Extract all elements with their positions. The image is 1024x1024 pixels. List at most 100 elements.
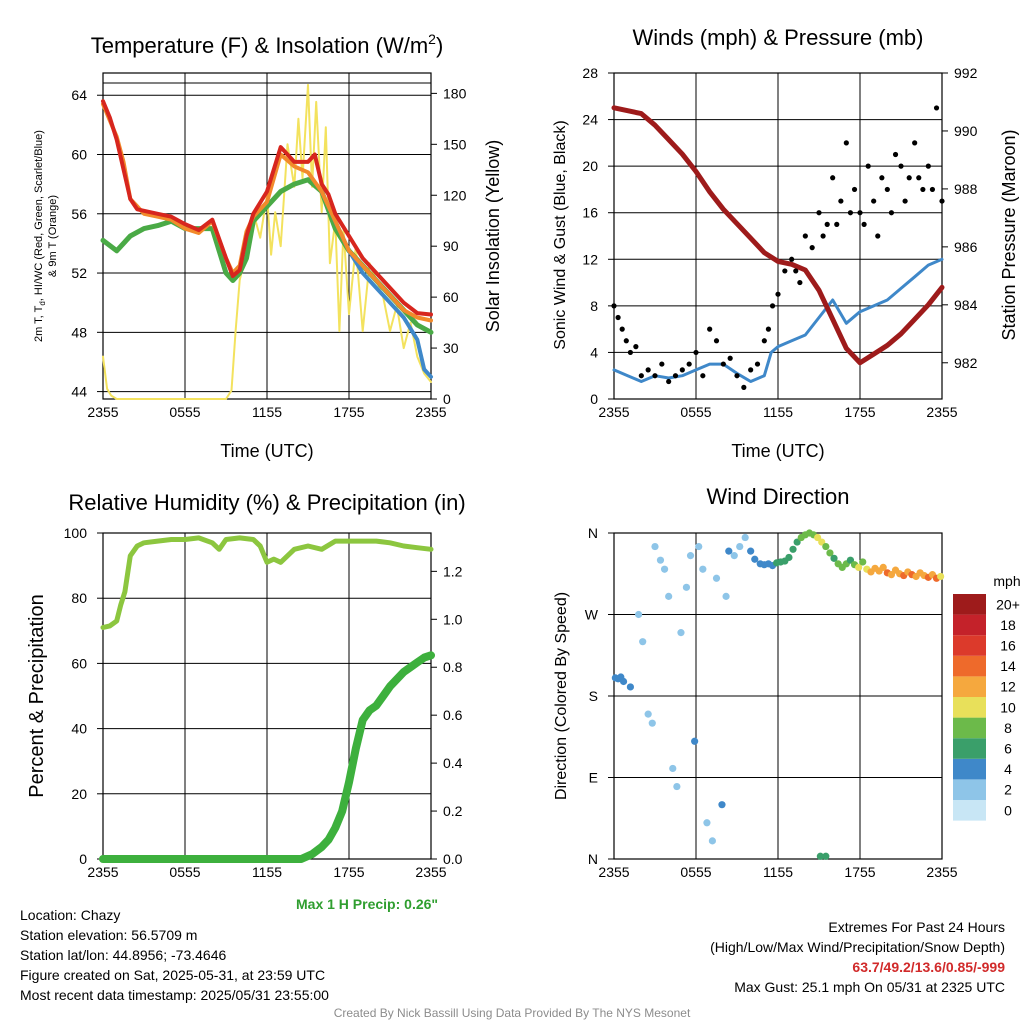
temperature-ylabel-line2: & 9m T (Orange) [47,195,59,277]
gust-point [925,163,931,169]
temp-2m-series-line [101,99,433,317]
y-tick-label: 44 [71,384,87,400]
y2-tick-label: 0.8 [443,659,463,675]
winds-y2label: Station Pressure (Maroon) [999,129,1019,340]
gust-point [824,221,830,227]
colorbar-label: 10 [1000,699,1016,715]
gust-point [645,367,651,373]
x-tick-label: 2355 [87,404,118,420]
direction-point [789,545,797,553]
max-hourly-precip: Max 1 H Precip: 0.26" [296,896,439,912]
gust-point [707,326,713,332]
direction-point [619,677,628,686]
x-tick-label: 1155 [763,404,793,420]
plot-frame [102,72,432,400]
direction-point [741,533,749,542]
direction-point [695,542,703,551]
gust-point [912,140,918,146]
y-tick-label: W [585,607,599,623]
gust-point [619,326,625,332]
gust-point [802,233,808,239]
direction-point [660,565,669,573]
gust-point [875,233,881,239]
gust-point [793,268,799,274]
x-tick-label: 1155 [252,864,282,880]
gust-point [679,367,685,373]
figure-created: Figure created on Sat, 2025-05-31, at 23… [20,967,326,983]
gust-point [775,291,781,297]
temperature-xlabel: Time (UTC) [220,441,313,461]
colorbar-swatch [953,594,986,615]
y-tick-label: 64 [71,87,87,103]
extremes-box: Extremes For Past 24 Hours (High/Low/Max… [710,917,1005,997]
station-latlon: Station lat/lon: 44.8956; -73.4646 [20,947,227,963]
direction-point [703,819,711,827]
x-tick-label: 2355 [415,404,446,420]
gust-point [666,378,672,385]
gust-point [615,314,621,321]
gust-point [700,373,706,379]
direction-point [651,542,659,551]
gust-point [734,373,740,379]
direction-point [826,549,834,557]
direction-ylabel: Direction (Colored By Speed) [553,592,570,800]
gust-point [638,373,644,379]
x-tick-label: 0555 [169,864,200,880]
colorbar-label: 2 [1004,782,1012,798]
x-tick-label: 2355 [598,864,629,880]
direction-panel: Wind Direction Direction (Colored By Spe… [553,484,1021,880]
credit-line: Created By Nick Bassill Using Data Provi… [333,1006,691,1020]
x-tick-label: 1755 [333,864,364,880]
y2-tick-label: 984 [954,297,978,313]
colorbar-swatch [953,800,986,821]
gust-point [659,361,665,367]
direction-point [725,547,733,555]
direction-point [682,583,691,591]
direction-point [879,563,887,572]
gust-point [761,338,767,344]
y-tick-label: 20 [582,158,598,174]
recent-data-timestamp: Most recent data timestamp: 2025/05/31 2… [20,987,329,1003]
direction-point [644,710,652,718]
gust-point [627,349,634,356]
sonic-wind-series-line [612,257,944,383]
colorbar-swatch [953,655,986,677]
gust-point [916,175,922,181]
y-tick-label: S [589,688,598,704]
x-tick-label: 1755 [844,864,875,880]
direction-point [669,764,677,773]
gust-point [820,233,826,239]
gust-point [929,186,936,193]
gust-point [782,268,788,274]
y-tick-label: 8 [590,298,598,314]
y2-tick-label: 986 [954,239,978,255]
x-tick-label: 2355 [415,864,446,880]
temperature-title: Temperature (F) & Insolation (W/m2) [91,31,444,58]
winds-ylabel: Sonic Wind & Gust (Blue, Black) [552,120,569,349]
y2-tick-label: 990 [954,123,978,139]
y2-tick-label: 120 [443,187,467,203]
humidity-panel: Relative Humidity (%) & Precipitation (i… [26,490,466,880]
direction-point [859,558,867,566]
gust-point [633,344,639,350]
gust-point [920,186,926,193]
gust-point [838,198,844,204]
station-location: Location: Chazy [20,907,121,923]
x-tick-label: 1155 [763,864,793,880]
gust-point [851,186,858,193]
direction-point [816,852,824,860]
x-tick-label: 2355 [598,404,629,420]
x-tick-label: 1155 [252,404,282,420]
direction-point [718,801,726,809]
temperature-panel: Temperature (F) & Insolation (W/m2) Time… [33,31,503,461]
x-tick-label: 2355 [926,864,957,880]
y-tick-label: 24 [582,112,598,128]
direction-point [626,683,635,691]
direction-point [656,556,665,564]
gust-point [902,198,908,204]
gust-point [727,355,733,361]
x-tick-label: 1755 [333,404,364,420]
colorbar-swatch [953,758,986,780]
colorbar-label: 14 [1000,658,1016,674]
colorbar-label: 20+ [996,596,1020,612]
